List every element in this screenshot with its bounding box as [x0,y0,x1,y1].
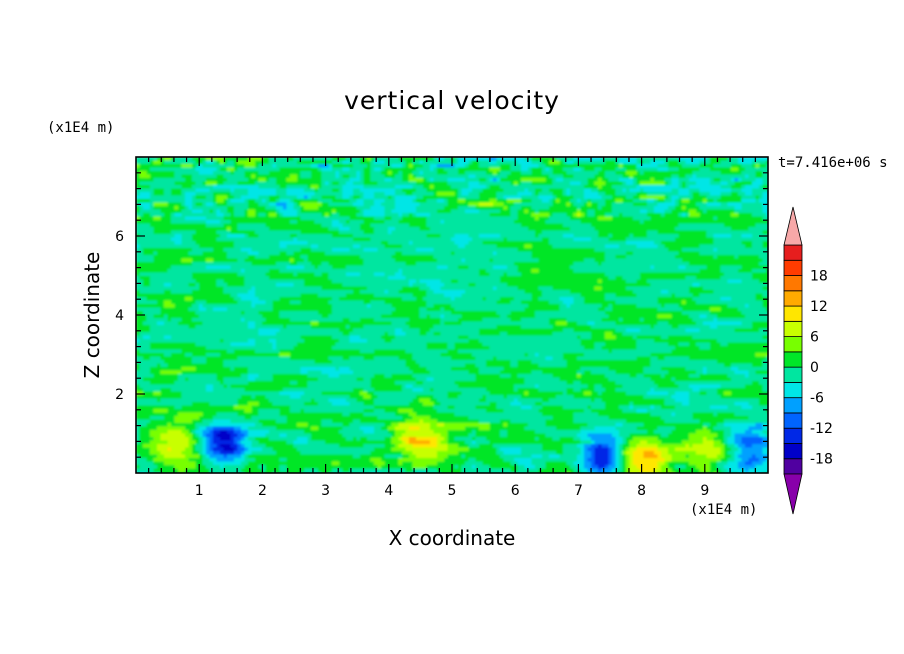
colorbar-box [783,351,803,368]
x-tick-label: 6 [511,483,520,499]
x-tick-label: 7 [574,483,583,499]
colorbar-box [783,259,803,276]
colorbar-tick-label: -18 [810,452,833,468]
chart-title: vertical velocity [344,86,560,115]
colorbar-box [783,458,803,475]
x-axis-label-text: X coordinate [388,526,516,550]
colorbar-box [783,412,803,429]
colorbar-upper-arrow [783,206,803,246]
colorbar-box [783,275,803,292]
colorbar-tick-label: -12 [810,421,833,437]
y-tick-label: 6 [115,229,124,245]
x-tick-label: 9 [700,483,709,499]
colorbar-box [783,244,803,261]
colorbar-tick-label: 18 [810,269,828,285]
colorbar-box [783,290,803,307]
x-tick-label: 3 [321,483,330,499]
colorbar-box [783,320,803,338]
colorbar-tick-label: 0 [810,360,819,376]
x-axis-label: X coordinate [0,526,904,550]
colorbar-box [783,443,803,460]
colorbar-box [783,427,803,444]
colorbar-tick-label: -6 [810,391,824,407]
x-tick-label: 5 [448,483,457,499]
y-tick-label: 4 [115,308,124,324]
x-axis-unit: (x1E4 m) [690,502,758,518]
colorbar-box [783,336,803,353]
y-axis-unit: (x1E4 m) [47,120,115,136]
colorbar-box [783,305,803,322]
x-tick-label: 2 [258,483,267,499]
colorbar-tick-label: 12 [810,299,828,315]
time-label: t=7.416e+06 s [778,155,888,171]
colorbar-box [783,366,803,383]
x-tick-label: 1 [195,483,204,499]
colorbar-box [783,397,803,414]
colorbar-lower-arrow [783,473,803,515]
y-tick-label: 2 [115,387,124,403]
axis-ticks: 1 2 3 4 5 6 7 8 9 2 4 6 [115,157,768,499]
x-tick-label: 4 [384,483,393,499]
colorbar-box [783,381,803,399]
colorbar: 18 12 6 0 -6 -12 -18 [783,206,833,515]
velocity-field [136,157,768,473]
colorbar-tick-label: 6 [810,330,819,346]
x-tick-label: 8 [637,483,646,499]
